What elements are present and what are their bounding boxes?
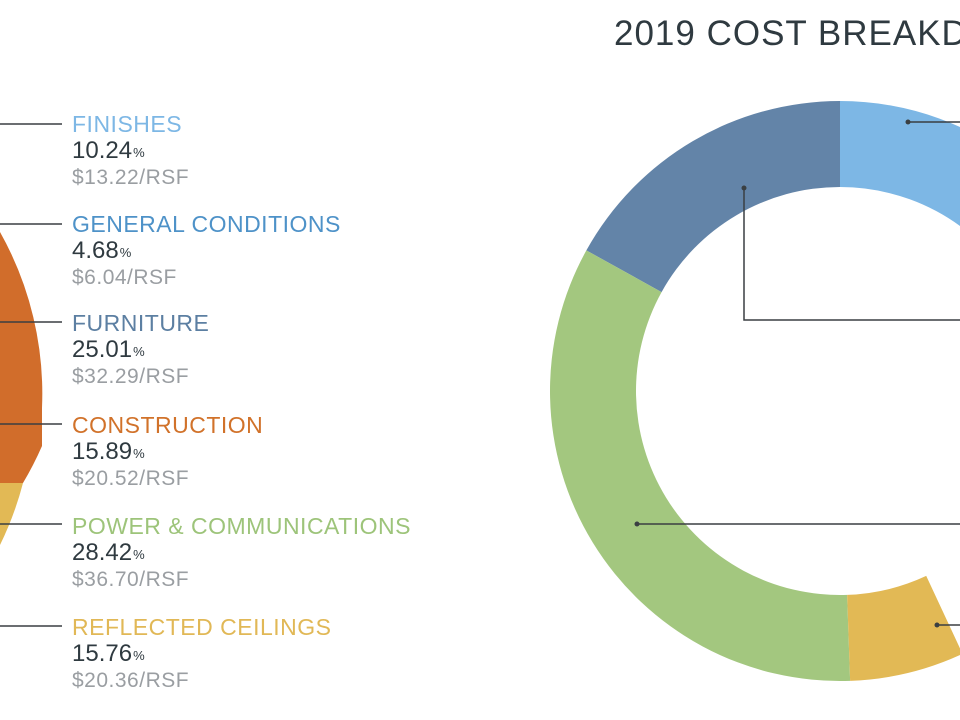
legend-cost-construction: $20.52/RSF xyxy=(72,467,190,490)
legend-label-general-conditions: GENERAL CONDITIONS xyxy=(72,211,341,237)
legend-percent-general-conditions: 4.68% xyxy=(72,237,132,264)
legend-percent-construction: 15.89% xyxy=(72,438,145,465)
ring-leader-furniture xyxy=(743,188,960,321)
legend-item-finishes: FINISHES 10.24% $13.22/RSF xyxy=(72,110,492,192)
legend-label-construction: CONSTRUCTION xyxy=(72,412,264,438)
legend-cost-furniture: $32.29/RSF xyxy=(72,365,190,388)
ring-slice-reflected-ceilings xyxy=(847,575,960,681)
legend-cost-general-conditions: $6.04/RSF xyxy=(72,266,177,289)
legend-label-furniture: FURNITURE xyxy=(72,310,210,336)
ring-slice-finishes xyxy=(840,101,960,227)
legend-label-reflected-ceilings: REFLECTED CEILINGS xyxy=(72,614,332,640)
percent-symbol: % xyxy=(133,145,145,160)
legend-percent-power-communications: 28.42% xyxy=(72,539,145,566)
legend-cost-reflected-ceilings: $20.36/RSF xyxy=(72,669,190,692)
legend-percent-furniture: 25.01% xyxy=(72,336,145,363)
legend-percent-finishes: 10.24% xyxy=(72,137,145,164)
legend-item-power-communications: POWER & COMMUNICATIONS 28.42% $36.70/RSF xyxy=(72,512,492,594)
right-leader-lines xyxy=(634,119,960,628)
legend-item-construction: CONSTRUCTION 15.89% $20.52/RSF xyxy=(72,411,492,493)
legend-cost-power-communications: $36.70/RSF xyxy=(72,568,190,591)
legend-percent-reflected-ceilings: 15.76% xyxy=(72,640,145,667)
ring-leader-dot-power-communications xyxy=(634,521,640,527)
ring-leader-dot-reflected-ceilings xyxy=(934,622,940,628)
percent-symbol: % xyxy=(133,344,145,359)
ring-leader-dot-furniture xyxy=(741,185,747,191)
legend-label-power-communications: POWER & COMMUNICATIONS xyxy=(72,513,411,539)
ring-leader-dot-finishes xyxy=(905,119,911,125)
legend-label-finishes: FINISHES xyxy=(72,111,183,137)
left-ring-slice-construction xyxy=(0,232,43,483)
legend-item-furniture: FURNITURE 25.01% $32.29/RSF xyxy=(72,309,492,391)
percent-symbol: % xyxy=(133,648,145,663)
legend-cost-finishes: $13.22/RSF xyxy=(72,166,190,189)
legend-item-reflected-ceilings: REFLECTED CEILINGS 15.76% $20.36/RSF xyxy=(72,613,492,695)
chart-title: 2019 COST BREAKD xyxy=(614,14,960,53)
ring-slice-furniture xyxy=(586,101,840,293)
left-ring-slice-reflected-ceilings xyxy=(0,483,23,545)
percent-symbol: % xyxy=(133,547,145,562)
percent-symbol: % xyxy=(133,446,145,461)
legend-item-general-conditions: GENERAL CONDITIONS 4.68% $6.04/RSF xyxy=(72,210,492,292)
left-leader-lines xyxy=(0,123,62,627)
percent-symbol: % xyxy=(119,245,132,260)
ring-slice-power-communications xyxy=(550,250,851,682)
